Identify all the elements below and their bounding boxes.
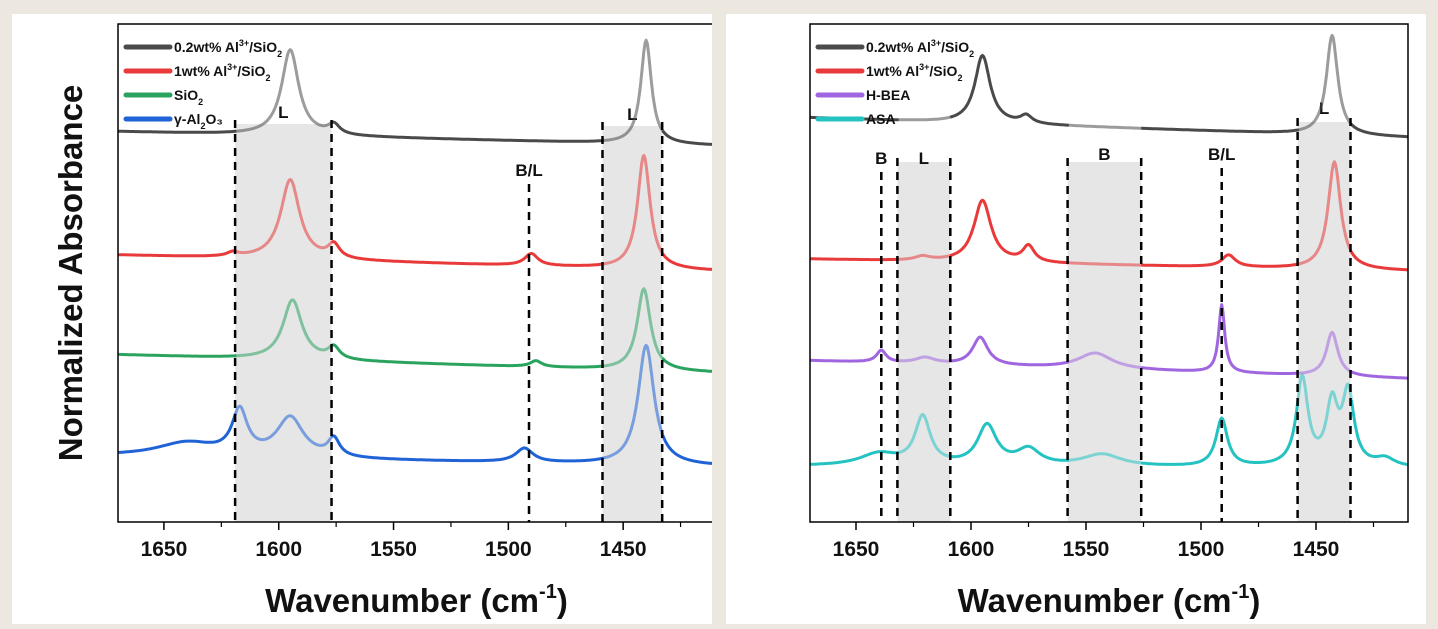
legend-label: 1wt% Al3+/SiO2 <box>174 62 270 83</box>
legend-label: ASA <box>866 111 896 127</box>
plot-frame <box>809 23 1409 523</box>
x-axis-label: Wavenumber (cm-1) <box>265 581 568 619</box>
series-line-1 <box>661 253 712 271</box>
series-line-1 <box>601 153 665 266</box>
series-line-3 <box>118 413 237 454</box>
series-group <box>118 38 712 465</box>
series-line-0 <box>331 120 604 143</box>
series-line-3 <box>1066 452 1144 465</box>
series-line-1 <box>949 198 1070 265</box>
x-tick-label: 1600 <box>255 538 302 561</box>
x-tick-label: 1550 <box>370 538 417 561</box>
series-line-1 <box>1140 253 1300 268</box>
line-label: B/L <box>515 161 542 180</box>
series-line-0 <box>233 48 335 133</box>
band-label: L <box>1319 99 1329 118</box>
legend-label: γ-Al2O₃ <box>174 111 223 131</box>
plot-frame <box>117 23 712 523</box>
band-label: L <box>919 149 929 168</box>
x-tick-label: 1500 <box>485 538 532 561</box>
legend-label: 0.2wt% Al3+/SiO2 <box>866 38 974 59</box>
series-line-3 <box>895 412 953 458</box>
series-line-2 <box>1296 330 1354 375</box>
series-line-1 <box>1066 261 1144 267</box>
band-label: B <box>1098 145 1110 164</box>
legend: 0.2wt% Al3+/SiO2 1wt% Al3+/SiO2 H-BEA ASA <box>815 38 974 127</box>
x-tick-label: 1650 <box>833 538 880 561</box>
series-line-3 <box>331 434 604 463</box>
series-line-2 <box>661 357 712 373</box>
series-line-0 <box>1066 123 1144 130</box>
series-line-3 <box>1296 373 1354 440</box>
line-label: B/L <box>1208 145 1235 164</box>
series-line-2 <box>1140 303 1300 375</box>
series-line-0 <box>601 38 665 143</box>
series-line-2 <box>233 298 335 358</box>
series-line-2 <box>949 335 1070 367</box>
series-line-3 <box>1350 399 1408 467</box>
series-group <box>810 33 1408 467</box>
band <box>602 126 663 522</box>
series-line-3 <box>233 404 335 447</box>
series-line-0 <box>1296 33 1354 132</box>
legend-label: H-BEA <box>866 87 910 103</box>
x-tick-label: 1450 <box>600 538 647 561</box>
legend-label: 1wt% Al3+/SiO2 <box>866 62 962 83</box>
band-label: L <box>627 105 637 124</box>
x-tick-label: 1600 <box>948 538 995 561</box>
series-line-2 <box>1066 351 1144 370</box>
right-panel: L B L B B/L 0.2wt% Al3+/SiO2 1wt% Al3+/SiO2 H-B… <box>726 14 1426 624</box>
band <box>897 162 951 522</box>
chart-left: L L B/L 0.2wt% Al3+/SiO2 1wt% Al3+/SiO2 SiO2 γ… <box>52 23 712 619</box>
series-line-2 <box>1350 370 1408 380</box>
series-line-3 <box>601 343 665 460</box>
series-line-2 <box>118 352 237 358</box>
series-line-1 <box>331 240 604 267</box>
series-line-2 <box>331 343 604 369</box>
series-line-3 <box>949 421 1070 462</box>
legend-label: SiO2 <box>174 87 203 107</box>
chart-right: L B L B B/L 0.2wt% Al3+/SiO2 1wt% Al3+/SiO2 H-B… <box>809 23 1409 619</box>
left-panel: L L B/L 0.2wt% Al3+/SiO2 1wt% Al3+/SiO2 SiO2 γ… <box>12 14 712 624</box>
series-line-0 <box>1140 126 1300 134</box>
series-line-1 <box>895 253 953 261</box>
series-line-1 <box>1296 160 1354 266</box>
legend: 0.2wt% Al3+/SiO2 1wt% Al3+/SiO2 SiO2 γ-Al2O… <box>123 38 282 131</box>
x-tick-label: 1500 <box>1178 538 1225 561</box>
series-line-0 <box>949 53 1070 127</box>
series-line-0 <box>1350 123 1408 139</box>
y-axis-label: Normalized Absorbance <box>52 85 89 462</box>
legend-label: 0.2wt% Al3+/SiO2 <box>174 38 282 59</box>
series-line-3 <box>810 450 899 466</box>
line-label: B <box>875 149 887 168</box>
band <box>1297 122 1351 522</box>
series-line-0 <box>895 115 953 122</box>
series-line-2 <box>810 348 899 363</box>
series-line-0 <box>118 129 237 134</box>
x-tick-label: 1650 <box>141 538 188 561</box>
series-line-2 <box>601 287 665 368</box>
series-line-1 <box>233 178 335 255</box>
series-line-3 <box>1140 401 1300 466</box>
x-tick-label: 1550 <box>1063 538 1110 561</box>
band-label: L <box>278 103 288 122</box>
x-tick-label: 1450 <box>1293 538 1340 561</box>
series-line-1 <box>810 257 899 262</box>
x-axis-label: Wavenumber (cm-1) <box>958 581 1261 619</box>
series-line-3 <box>661 435 712 465</box>
series-line-0 <box>661 130 712 146</box>
series-line-1 <box>1350 250 1408 272</box>
series-line-2 <box>895 355 953 363</box>
series-line-1 <box>118 249 237 258</box>
band <box>1067 162 1142 522</box>
